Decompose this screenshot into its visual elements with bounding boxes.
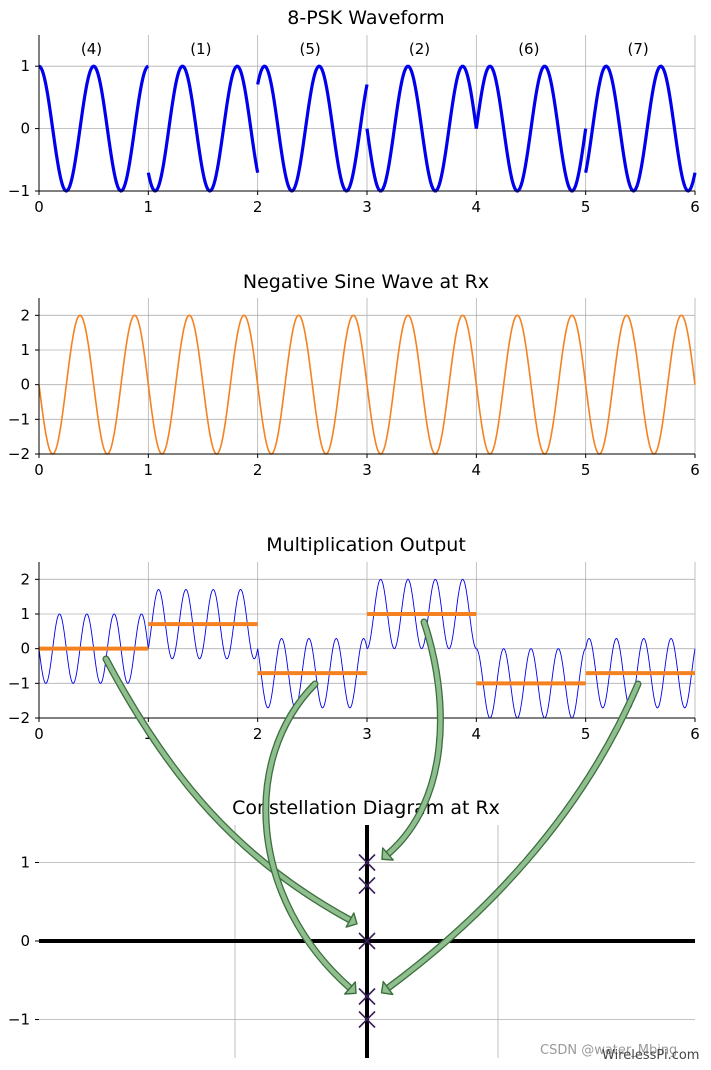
negsine-x-tick-label: 5 (581, 461, 591, 479)
negative-sine-ticks: 0 1 2 3 4 5 6 2 1 0 −1 −2 (8, 306, 700, 479)
multiplication-line (147, 589, 259, 660)
psk-phase-label: (2) (409, 40, 430, 58)
psk-phase-label: (1) (190, 40, 211, 58)
psk-waveform-segment-labels: (4) (1) (5) (2) (6) (7) (81, 40, 649, 58)
psk-waveform-series (38, 64, 697, 193)
mult-y-tick-label: 1 (20, 605, 30, 623)
constellation-ticks: 1 0 −1 (8, 854, 39, 1029)
psk-x-tick-label: 3 (362, 198, 372, 216)
multiplication-line (585, 638, 696, 709)
multiplication-line (366, 578, 477, 650)
psk-segment-line (584, 64, 697, 193)
csdn-watermark: CSDN @water_Mbing (540, 1043, 678, 1058)
psk-phase-label: (7) (628, 40, 649, 58)
negsine-x-tick-label: 1 (144, 461, 154, 479)
psk-y-tick-label: 1 (20, 57, 30, 75)
mapping-arrow (262, 680, 357, 995)
psk-x-tick-label: 0 (34, 198, 44, 216)
negsine-y-tick-label: 0 (20, 376, 30, 394)
mult-x-tick-label: 3 (362, 725, 372, 743)
psk-segment-line (365, 64, 478, 193)
psk-y-tick-label: −1 (8, 182, 30, 200)
multiplication-title: Multiplication Output (266, 534, 466, 556)
psk-phase-label: (4) (81, 40, 102, 58)
negsine-y-tick-label: −2 (8, 445, 30, 463)
psk-segment-line (38, 64, 149, 193)
mult-x-tick-label: 4 (472, 725, 482, 743)
constellation-points (358, 853, 376, 1029)
multiplication-averages (39, 612, 695, 686)
multiplication-line (476, 648, 586, 719)
constellation-point (358, 1010, 376, 1029)
psk-x-tick-label: 4 (472, 198, 482, 216)
negative-sine-grid (38, 298, 696, 455)
negsine-x-tick-label: 6 (690, 461, 700, 479)
psk-y-tick-label: 0 (20, 120, 30, 138)
constellation-title: Constellation Diagram at Rx (232, 797, 500, 819)
mapping-arrow (102, 655, 358, 928)
mult-x-tick-label: 6 (690, 725, 700, 743)
constellation-point (358, 987, 376, 1006)
mult-x-tick-label: 2 (253, 725, 263, 743)
psk-waveform-ticks: 0 1 2 3 4 5 610−1 (8, 57, 700, 216)
mult-y-tick-label: 2 (20, 570, 30, 588)
psk-x-tick-label: 5 (581, 198, 591, 216)
mapping-arrow (380, 680, 642, 996)
negsine-x-tick-label: 2 (253, 461, 263, 479)
constellation-panel: Constellation Diagram at Rx 1 0 −1 (8, 797, 695, 1058)
mult-y-tick-label: −1 (8, 674, 30, 692)
mult-x-tick-label: 5 (581, 725, 591, 743)
mapping-arrow (381, 618, 444, 861)
mult-y-tick-label: −2 (8, 709, 30, 727)
negsine-y-tick-label: 2 (20, 306, 30, 324)
psk-waveform-panel: 8-PSK Waveform 0 1 2 3 4 5 610−1 (4) (1) (5) (2)(… (8, 7, 700, 216)
constellation-point (358, 876, 376, 895)
constellation-point (358, 853, 376, 872)
multiplication-line (257, 638, 368, 709)
negsine-y-tick-label: −1 (8, 410, 30, 428)
mult-y-tick-label: 0 (20, 640, 30, 658)
negsine-x-tick-label: 4 (472, 461, 482, 479)
negsine-x-tick-label: 3 (362, 461, 372, 479)
negative-sine-series (38, 314, 696, 455)
psk-x-tick-label: 6 (690, 198, 700, 216)
constellation-point (358, 932, 376, 950)
psk-segment-line (256, 64, 369, 193)
negative-sine-title: Negative Sine Wave at Rx (243, 271, 489, 293)
psk-x-tick-label: 2 (253, 198, 263, 216)
constellation-y-tick-label: −1 (8, 1011, 30, 1029)
psk-phase-label: (6) (518, 40, 539, 58)
negsine-x-tick-label: 0 (34, 461, 44, 479)
psk-waveform-title: 8-PSK Waveform (287, 7, 444, 29)
mapping-arrows (102, 618, 642, 996)
constellation-y-tick-label: 1 (20, 854, 30, 872)
psk-segment-line (146, 64, 260, 193)
multiplication-series (38, 578, 696, 719)
wirelesspi-credit: WirelessPi.com (602, 1048, 700, 1063)
negative-sine-line (38, 314, 696, 455)
psk-x-tick-label: 1 (144, 198, 154, 216)
multiplication-grid (38, 562, 696, 719)
psk-segment-line (474, 64, 588, 193)
negative-sine-panel: Negative Sine Wave at Rx 0 1 2 3 4 5 6 2 1 0 −1 −2 (8, 271, 700, 479)
constellation-y-tick-label: 0 (20, 932, 30, 950)
negsine-y-tick-label: 1 (20, 341, 30, 359)
mult-x-tick-label: 0 (34, 725, 44, 743)
psk-phase-label: (5) (300, 40, 321, 58)
